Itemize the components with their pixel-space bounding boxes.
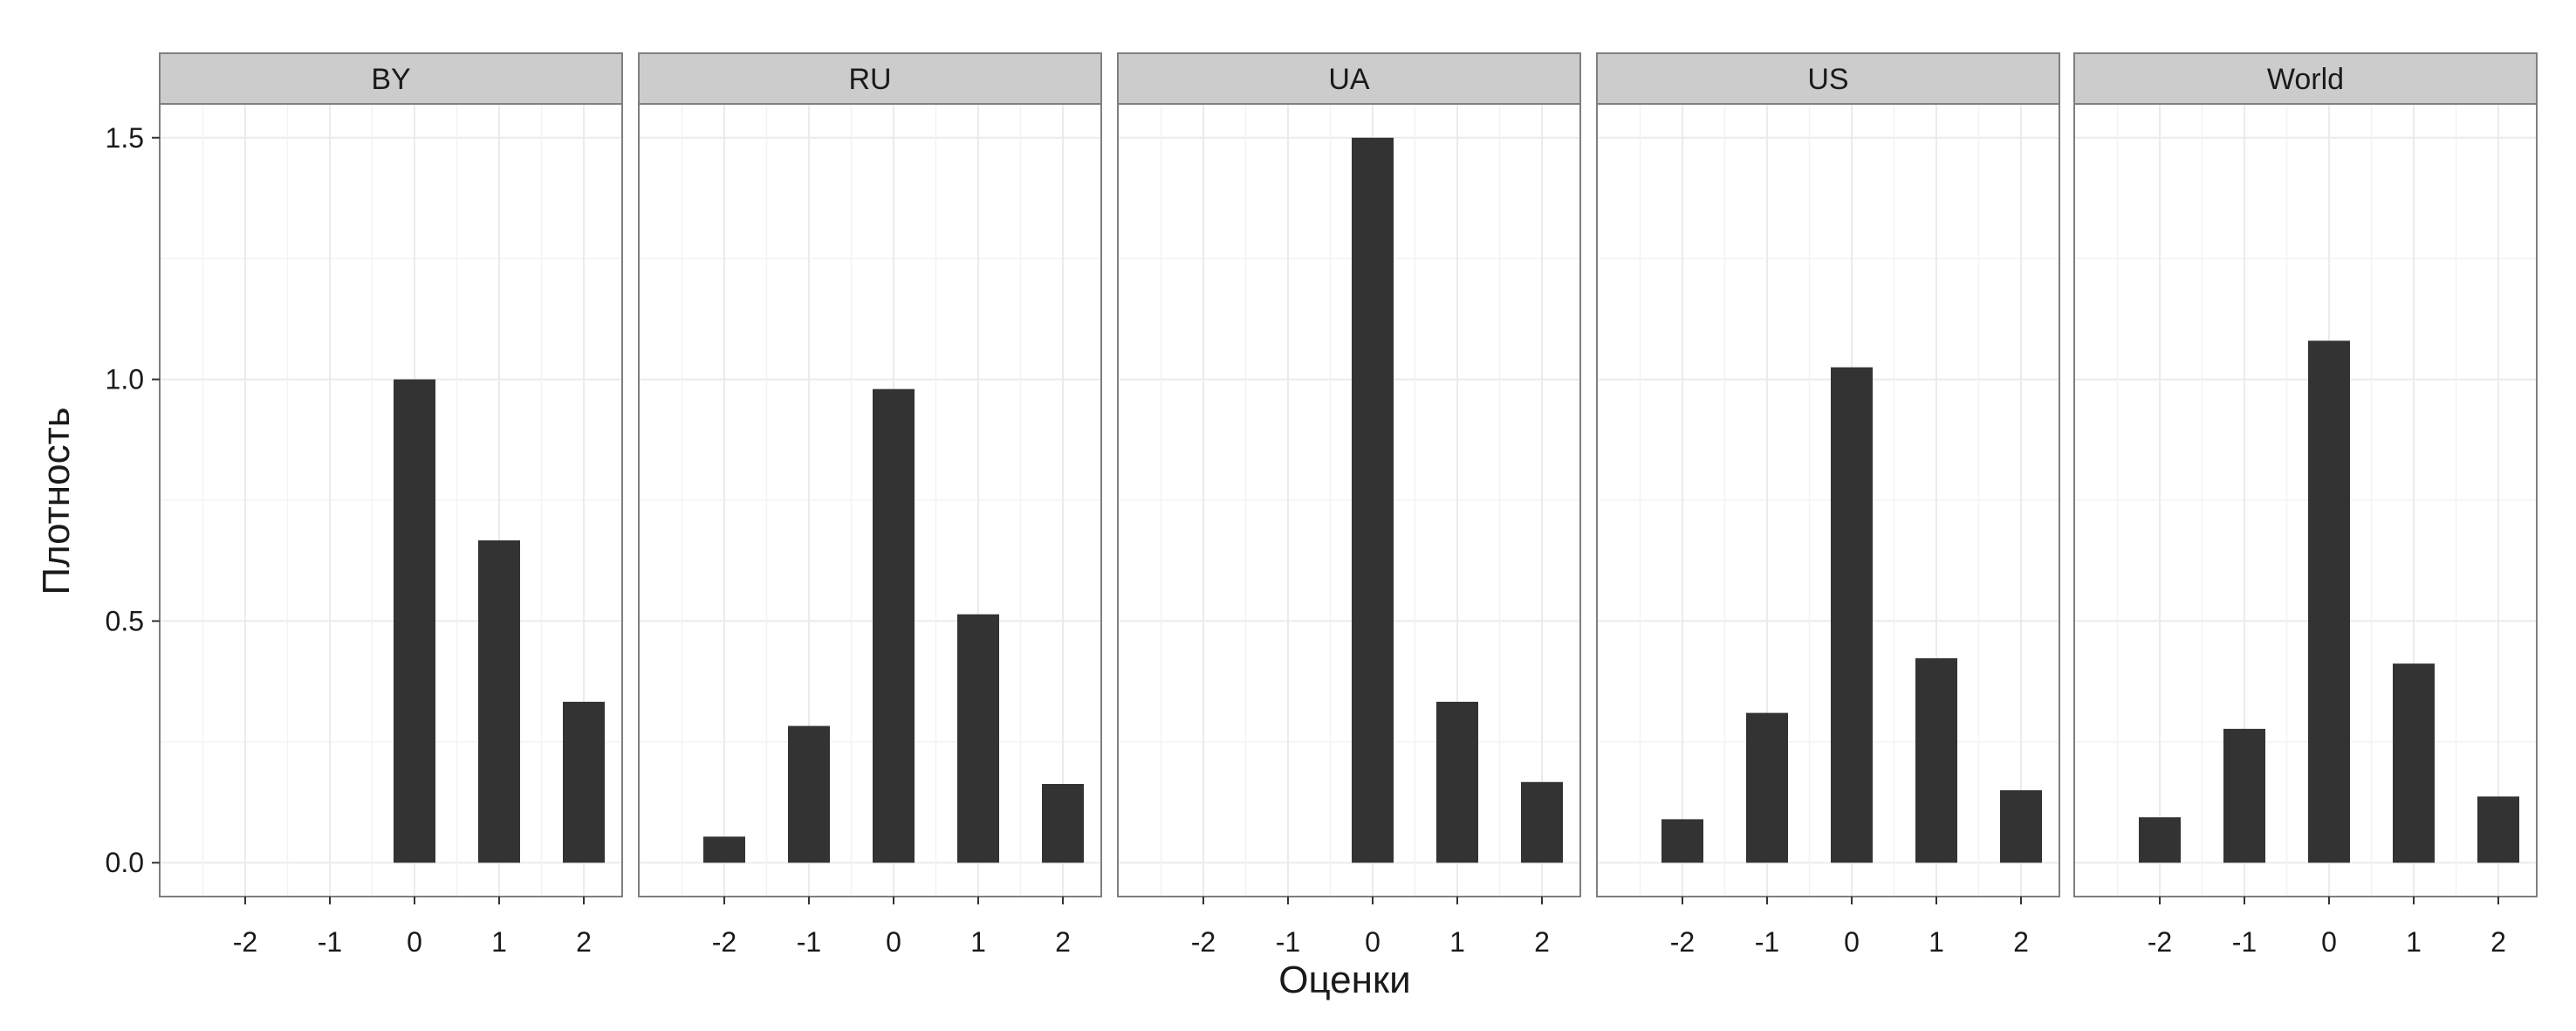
bar-world--2	[2139, 817, 2181, 863]
panel-border	[1596, 103, 2060, 897]
x-tick-label: 0	[1365, 926, 1380, 958]
bar-us-0	[1831, 367, 1873, 863]
panel-border	[2073, 103, 2538, 897]
x-tick-label: 2	[2490, 926, 2506, 958]
bar-world--1	[2223, 728, 2265, 863]
facet-strip-label: RU	[848, 63, 891, 96]
bar-ru-1	[957, 614, 999, 863]
x-tick-label: 1	[2406, 926, 2422, 958]
x-tick-label: 1	[1929, 926, 1944, 958]
bar-ru-2	[1042, 783, 1084, 863]
y-axis: 0.0 0.5 1.0 1.5	[106, 122, 160, 878]
x-tick-label: -2	[1191, 926, 1216, 958]
bar-us-2	[2000, 790, 2042, 863]
y-tick-label: 1.5	[106, 122, 144, 154]
facet-strip	[1596, 52, 2060, 105]
x-tick-label: -1	[1276, 926, 1300, 958]
bar-ua-2	[1521, 781, 1563, 863]
x-tick-label: 1	[970, 926, 986, 958]
bar-by-0	[394, 379, 435, 863]
x-tick-label: 2	[1534, 926, 1550, 958]
facet-panels: BY-2 -1 0 1 2RU-2 -1 0 1 2UA-2 -1 0 1 2US-2 -1 0 1 2Worl…	[159, 52, 2538, 958]
bar-ru--2	[703, 836, 745, 863]
bar-world-1	[2393, 663, 2435, 863]
x-tick-label: 2	[576, 926, 592, 958]
x-tick-label: -1	[797, 926, 821, 958]
bar-us--2	[1661, 819, 1703, 863]
y-tick-label: 1.0	[106, 364, 144, 395]
facet-strip-label: BY	[371, 63, 410, 96]
x-tick-label: -2	[1670, 926, 1695, 958]
x-tick-label: 1	[1449, 926, 1465, 958]
bar-us--1	[1746, 712, 1788, 863]
facet-panel-by: BY -2 -1 0 1 2	[159, 52, 623, 958]
x-tick-label: 0	[1844, 926, 1860, 958]
bar-by-1	[478, 540, 520, 863]
facet-strip-label: World	[2267, 63, 2344, 96]
bar-world-0	[2308, 340, 2350, 863]
panel-border	[1117, 103, 1581, 897]
facet-panel-us: US -2 -1 0 1 2	[1596, 52, 2060, 958]
x-tick-label: 0	[407, 926, 422, 958]
facet-strip	[159, 52, 623, 105]
facet-strip-label: US	[1807, 63, 1848, 96]
facet-panel-ru: RU -2 -1 0 1 2	[638, 52, 1102, 958]
bar-ua-1	[1436, 701, 1478, 863]
x-tick-label: 0	[2321, 926, 2337, 958]
x-tick-label: 2	[1055, 926, 1071, 958]
bar-ru--1	[788, 725, 830, 863]
panel-border	[638, 103, 1102, 897]
facet-strip-label: UA	[1328, 63, 1370, 96]
facet-panel-world: World -2 -1 0 1 2	[2073, 52, 2538, 958]
y-axis-title: Плотность	[35, 407, 78, 595]
facet-panel-ua: UA -2 -1 0 1 2	[1117, 52, 1581, 958]
facet-strip	[1117, 52, 1581, 105]
panel-border	[159, 103, 623, 897]
x-tick-label: 2	[2013, 926, 2029, 958]
x-axis-title: Оценки	[1278, 959, 1411, 1001]
x-tick-label: 1	[491, 926, 507, 958]
x-tick-label: -2	[712, 926, 736, 958]
facet-strip	[2073, 52, 2538, 105]
y-tick-label: 0.5	[106, 605, 144, 636]
facet-strip	[638, 52, 1102, 105]
x-tick-label: -2	[233, 926, 257, 958]
bar-ua-0	[1352, 137, 1394, 863]
bar-us-1	[1915, 658, 1957, 863]
bar-by-2	[563, 701, 605, 863]
x-tick-label: -2	[2148, 926, 2172, 958]
y-tick-label: 0.0	[106, 847, 144, 878]
x-tick-label: -1	[318, 926, 342, 958]
bar-ru-0	[873, 388, 915, 863]
x-tick-label: -1	[2232, 926, 2257, 958]
bar-world-2	[2477, 796, 2519, 863]
x-tick-label: 0	[886, 926, 901, 958]
x-tick-label: -1	[1755, 926, 1779, 958]
